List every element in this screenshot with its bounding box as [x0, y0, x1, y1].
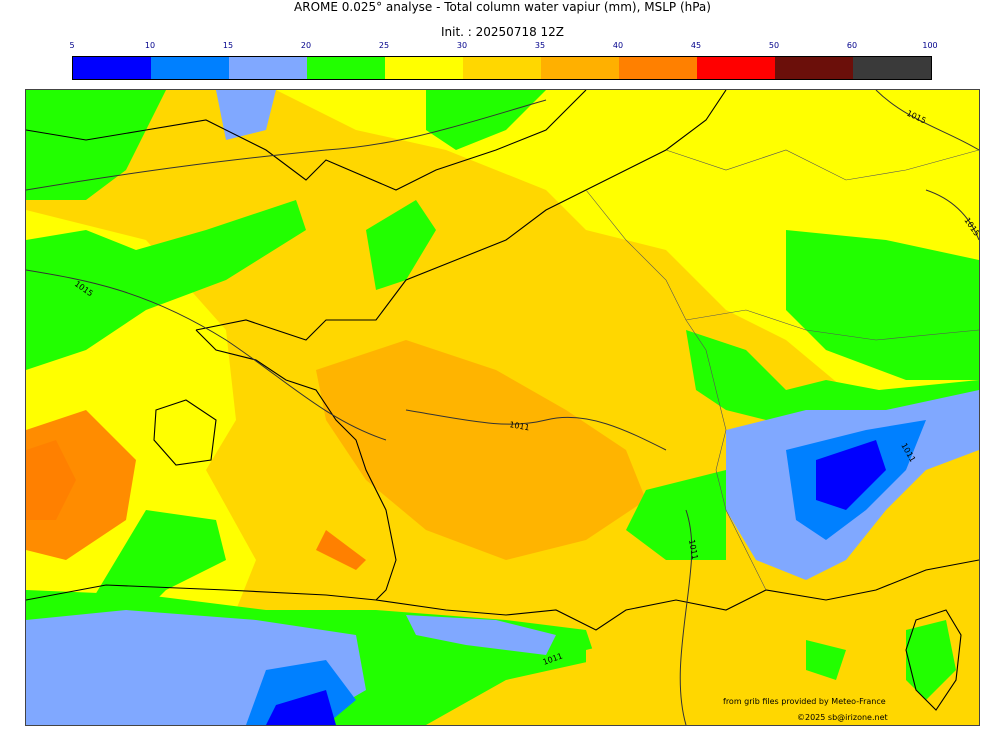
region-orange-gironde [316, 530, 366, 570]
isobar-line [875, 90, 979, 151]
border-france-east [585, 189, 767, 591]
colorbar-tick: 50 [768, 41, 780, 50]
colorbar-segment [697, 57, 775, 79]
region-green-corsica [906, 620, 956, 700]
colorbar-tick: 15 [222, 41, 234, 50]
source-credit: from grib files provided by Meteo-France [723, 697, 886, 706]
isobar-line [925, 189, 979, 241]
colorbar-tick: 100 [922, 41, 938, 50]
region-yellow-north [276, 90, 979, 410]
isobar-label: 1011 [509, 420, 531, 432]
coastline-corsica [905, 609, 962, 711]
region-yellow-med [586, 630, 726, 725]
coastline-channel [195, 90, 727, 341]
region-blue-cornwall [216, 90, 276, 140]
colorbar-tick: 40 [612, 41, 624, 50]
isobar-line [26, 99, 547, 191]
colorbar-tick: 10 [144, 41, 156, 50]
border-germany [685, 309, 979, 341]
colorbar-segment [463, 57, 541, 79]
coastline-med [375, 559, 979, 631]
region-green-germany [786, 230, 979, 380]
colorbar-tick: 25 [378, 41, 390, 50]
isobar-label: 1011 [687, 539, 699, 561]
colorbar-segment [151, 57, 229, 79]
colorbar-segment [73, 57, 151, 79]
region-deep-blue-alps [816, 440, 886, 510]
colorbar-ticks: 5 10 15 20 25 30 35 40 45 50 60 100 [69, 41, 937, 53]
coastline-spain-north [26, 584, 377, 601]
colorbar-segment [775, 57, 853, 79]
borders [585, 149, 979, 591]
isobars [26, 90, 979, 725]
region-green-northwest [26, 90, 166, 200]
colorbar-segment [853, 57, 931, 79]
map-title: AROME 0.025° analyse - Total column wate… [294, 0, 711, 14]
colorbar-segment [541, 57, 619, 79]
colorbar [72, 56, 932, 80]
colorbar-segment [385, 57, 463, 79]
region-green-med [806, 640, 846, 680]
isobar-line [26, 269, 387, 441]
coastline-england [26, 90, 587, 191]
region-green-england [426, 90, 546, 150]
isobar-loop-atlantic [153, 399, 217, 466]
colorbar-segment [307, 57, 385, 79]
coastline-biscay [195, 329, 397, 601]
colorbar-tick: 45 [690, 41, 702, 50]
colorbar-tick: 35 [534, 41, 546, 50]
isobar-line [679, 509, 693, 725]
region-dark-orange [26, 440, 76, 520]
region-green-rhone [626, 470, 726, 560]
isobar-line [405, 409, 667, 451]
colorbar-tick: 5 [69, 41, 75, 50]
colorbar-segment [229, 57, 307, 79]
region-green-atlantic [26, 200, 306, 370]
copyright-credit: ©2025 sb@irizone.net [797, 713, 888, 722]
colorbar-tick: 20 [300, 41, 312, 50]
colorbar-tick: 30 [456, 41, 468, 50]
colorbar-tick: 60 [846, 41, 858, 50]
coastlines [26, 90, 979, 711]
init-time: Init. : 20250718 12Z [440, 25, 565, 39]
region-green-channel [366, 200, 436, 290]
map-canvas: 1015 1015 1015 1011 1011 1011 1011 [26, 90, 979, 725]
weather-map: 1015 1015 1015 1011 1011 1011 1011 [25, 89, 980, 726]
region-orange-central [316, 340, 646, 560]
colorbar-segment [619, 57, 697, 79]
region-blue-pyrenees [406, 615, 556, 655]
border-north [665, 149, 979, 181]
region-deep-blue-spain [266, 690, 336, 725]
